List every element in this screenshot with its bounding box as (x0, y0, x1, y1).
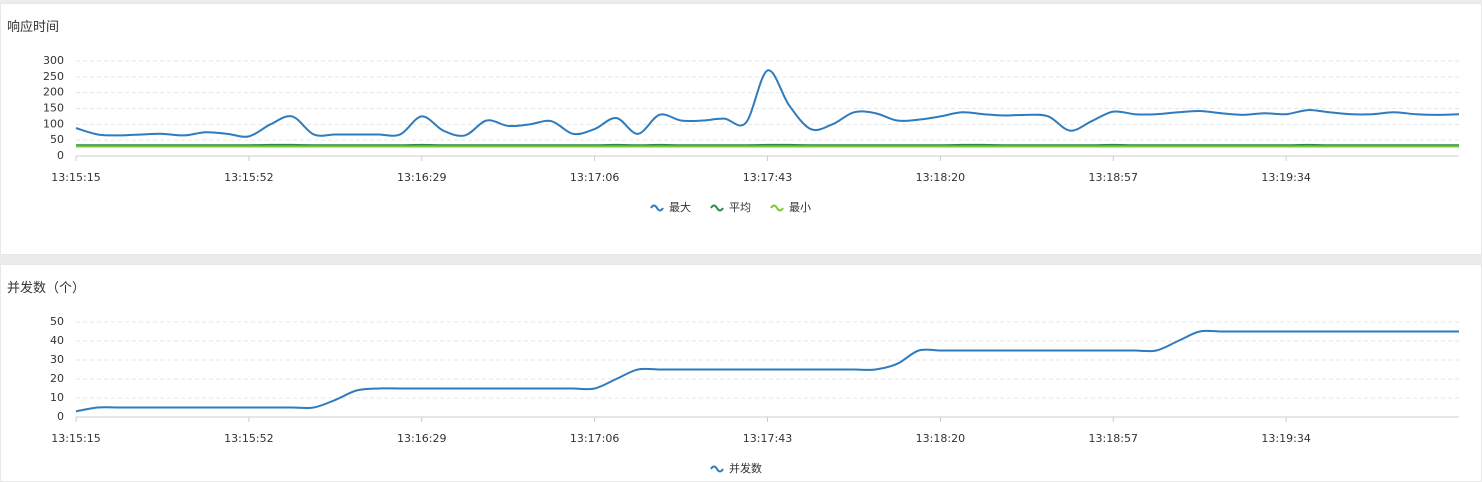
x-tick-label: 13:16:29 (397, 171, 446, 184)
legend-icon (711, 467, 723, 472)
x-tick-label: 13:18:20 (916, 171, 965, 184)
series-line (76, 331, 1459, 412)
y-tick-label: 30 (50, 353, 64, 366)
x-tick-label: 13:17:43 (743, 171, 792, 184)
y-tick-label: 10 (50, 391, 64, 404)
legend-label: 并发数 (729, 461, 762, 475)
x-tick-label: 13:15:15 (51, 171, 100, 184)
x-tick-label: 13:15:52 (224, 171, 273, 184)
legend-icon (651, 206, 663, 211)
series-line (76, 70, 1459, 136)
legend-icon (711, 206, 723, 211)
x-tick-label: 13:18:57 (1089, 171, 1138, 184)
x-tick-label: 13:17:06 (570, 171, 619, 184)
x-tick-label: 13:15:15 (51, 432, 100, 445)
x-tick-label: 13:18:20 (916, 432, 965, 445)
y-tick-label: 150 (43, 102, 64, 115)
y-tick-label: 100 (43, 117, 64, 130)
legend-label: 最小 (789, 201, 811, 214)
legend-label: 平均 (729, 201, 751, 214)
legend-label: 最大 (669, 200, 691, 214)
x-tick-label: 13:17:43 (743, 432, 792, 445)
x-tick-label: 13:16:29 (397, 432, 446, 445)
y-tick-label: 250 (43, 70, 64, 83)
y-tick-label: 40 (50, 334, 64, 347)
y-tick-label: 20 (50, 372, 64, 385)
y-tick-label: 300 (43, 54, 64, 67)
x-tick-label: 13:15:52 (224, 432, 273, 445)
y-tick-label: 0 (57, 149, 64, 162)
y-tick-label: 50 (50, 133, 64, 146)
x-tick-label: 13:17:06 (570, 432, 619, 445)
x-tick-label: 13:18:57 (1089, 432, 1138, 445)
y-tick-label: 50 (50, 315, 64, 328)
chart: 0 10 20 30 40 50 13:15:15 13:15:52 13:16:29 13:17… (1, 265, 1481, 481)
y-tick-label: 0 (57, 410, 64, 423)
x-tick-label: 13:19:34 (1261, 432, 1310, 445)
x-tick-label: 13:19:34 (1261, 171, 1310, 184)
legend-icon (771, 206, 783, 211)
chart: 0 50 100 150 200 250 300 13:15:15 13:15:52 13:16:… (1, 4, 1481, 254)
y-tick-label: 200 (43, 86, 64, 99)
